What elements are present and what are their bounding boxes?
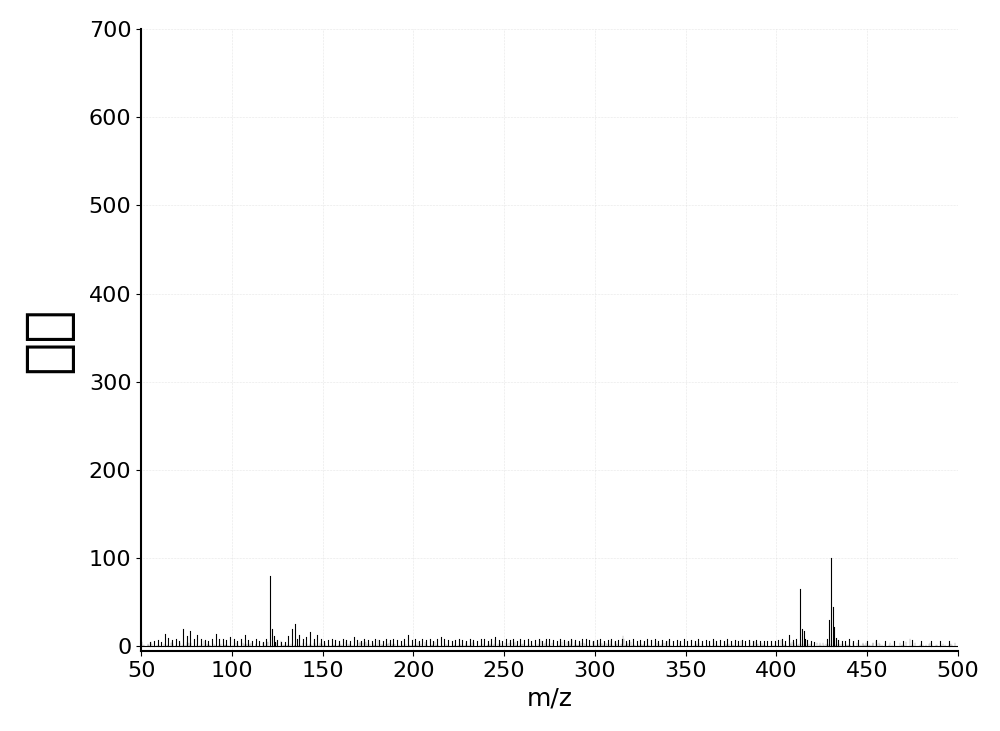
X-axis label: m/z: m/z (526, 686, 572, 711)
Y-axis label: 强度: 强度 (21, 306, 75, 373)
